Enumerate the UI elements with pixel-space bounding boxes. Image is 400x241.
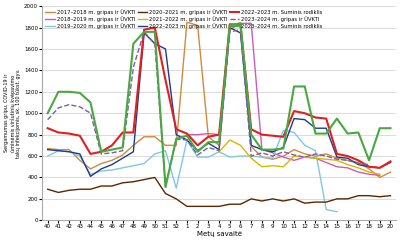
X-axis label: Metų savaitė: Metų savaitė <box>196 231 242 237</box>
Legend: 2017–2018 m. gripas ir ÜVKTI, 2018–2019 m. gripas ir ÜVKTI, 2019–2020 m. gripas : 2017–2018 m. gripas ir ÜVKTI, 2018–2019 … <box>45 9 323 30</box>
Y-axis label: Sergamumas gripu, COVID-19 ir
ūminėmis viršutinių kvėpavimo
takų infekcijomis, s: Sergamumas gripu, COVID-19 ir ūminėmis v… <box>4 68 21 158</box>
